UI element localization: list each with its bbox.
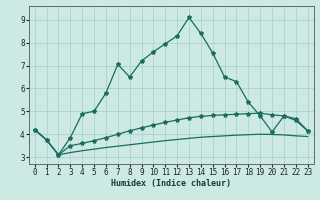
X-axis label: Humidex (Indice chaleur): Humidex (Indice chaleur) [111, 179, 231, 188]
